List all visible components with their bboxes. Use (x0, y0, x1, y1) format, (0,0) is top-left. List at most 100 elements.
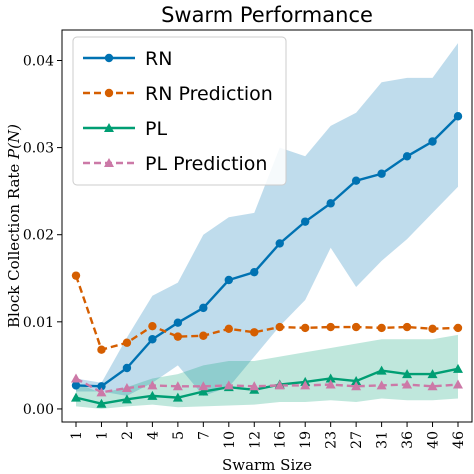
point-rn-prediction (351, 322, 361, 332)
point-rn (199, 303, 208, 313)
point-rn-prediction (301, 323, 310, 333)
point-pl (351, 376, 362, 386)
point-rn-prediction (377, 323, 386, 333)
point-pl-prediction (453, 379, 463, 389)
series-markers (71, 112, 463, 408)
point-rn-prediction (250, 328, 259, 337)
point-pl-prediction (96, 387, 107, 397)
point-rn-prediction (173, 332, 183, 341)
x-axis-label: Swarm Size (222, 456, 312, 474)
line-rn (75, 115, 459, 388)
legend-label-rn: RN (145, 48, 172, 70)
point-rn-prediction (326, 322, 335, 332)
point-rn-prediction (402, 322, 412, 332)
point-pl-prediction (300, 380, 311, 390)
x-tick-label: 5 (171, 431, 187, 440)
x-tick-label: 1 (94, 431, 110, 440)
x-tick-label: 10 (222, 431, 238, 449)
plot-frame (61, 29, 473, 423)
y-axis-label-math: P(N) (5, 124, 23, 160)
x-tick-label: 40 (426, 431, 442, 449)
legend-label-pl-prediction: PL Prediction (145, 153, 267, 175)
point-pl-prediction (121, 383, 132, 393)
legend-marker-pl-prediction (104, 158, 114, 167)
y-axis-label-text: Block Collection Rate (5, 159, 23, 328)
point-pl-prediction (223, 380, 234, 390)
point-pl-prediction (402, 379, 413, 389)
point-pl (172, 392, 183, 402)
point-pl (96, 398, 107, 408)
point-pl (147, 390, 158, 400)
x-tick-label: 31 (375, 431, 391, 449)
y-tick-label: 0.03 (23, 141, 54, 157)
point-pl-prediction (274, 380, 285, 390)
point-rn-prediction (122, 338, 132, 347)
x-tick-label: 4 (145, 431, 161, 440)
point-rn-prediction (275, 322, 284, 332)
point-pl (325, 373, 336, 383)
legend-marker-rn-prediction (104, 88, 114, 98)
y-tick-label: 0.02 (23, 228, 54, 244)
point-rn (173, 318, 183, 327)
legend-label-pl: PL (145, 118, 167, 140)
point-rn (402, 152, 412, 161)
point-pl-prediction (198, 381, 209, 391)
legend: RN RN Prediction PL PL Prediction (72, 36, 287, 186)
x-tick-label: 27 (349, 431, 365, 449)
point-pl (198, 386, 209, 396)
x-tick-label: 1 (69, 431, 85, 440)
point-rn-prediction (199, 331, 208, 340)
y-axis-label: Block Collection Rate P(N) (5, 124, 23, 328)
point-rn-prediction (428, 324, 437, 333)
point-rn-prediction (453, 323, 463, 333)
confidence-bands (76, 43, 458, 409)
point-pl-prediction (351, 381, 362, 391)
x-tick-label: 7 (196, 431, 212, 440)
y-tick-label: 0.00 (23, 402, 54, 418)
point-pl-prediction (71, 373, 81, 383)
point-pl-prediction (376, 380, 387, 390)
point-rn (301, 217, 310, 226)
point-pl-prediction (172, 381, 183, 391)
point-rn (224, 275, 233, 285)
point-rn (275, 239, 284, 248)
point-rn-prediction (224, 324, 233, 333)
point-rn-prediction (71, 271, 81, 280)
point-rn (71, 381, 81, 390)
x-tick-label: 19 (298, 431, 314, 449)
point-pl-prediction (427, 381, 438, 391)
point-rn (326, 199, 335, 208)
point-pl (453, 363, 463, 373)
y-tick-label: 0.04 (23, 53, 54, 69)
point-rn (148, 335, 157, 344)
chart-title: Swarm Performance (161, 3, 373, 27)
legend-marker-rn (104, 53, 114, 63)
point-pl (402, 369, 413, 379)
series-lines (74, 115, 459, 405)
x-tick-label: 2 (120, 431, 136, 440)
point-rn-prediction (97, 345, 106, 354)
point-rn (97, 382, 106, 391)
legend-box (72, 36, 287, 186)
line-pl-prediction (75, 377, 459, 394)
point-pl (71, 392, 81, 402)
axes: 0.000.010.020.030.041 1 2 4 5 7 10 12 16 19 23 27 31… (23, 53, 467, 448)
x-tick-label: 36 (400, 431, 416, 449)
line-rn-prediction (74, 275, 459, 352)
y-tick-label: 0.01 (23, 315, 54, 331)
x-tick-label: 12 (247, 431, 263, 449)
point-pl-prediction (249, 381, 260, 391)
legend-label-rn-prediction: RN Prediction (145, 83, 273, 105)
x-tick-label: 16 (273, 431, 289, 449)
band-rn (76, 43, 458, 396)
line-pl (75, 367, 459, 405)
point-rn (453, 112, 463, 121)
point-pl (427, 369, 438, 379)
band-pl (76, 334, 458, 409)
point-rn (428, 137, 437, 146)
point-rn-prediction (148, 321, 157, 331)
x-tick-label: 23 (324, 431, 340, 449)
point-pl (376, 365, 387, 375)
point-pl-prediction (147, 380, 158, 390)
point-rn (351, 176, 361, 185)
